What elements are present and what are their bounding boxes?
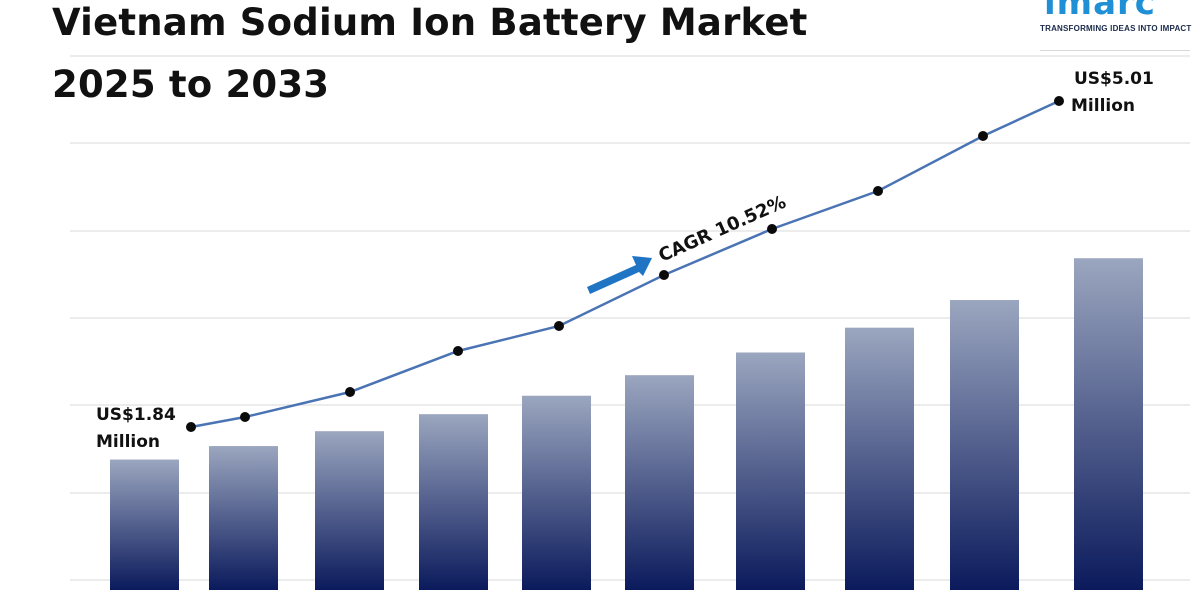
bar-2025 [110, 459, 179, 590]
bar-2033 [950, 300, 1019, 590]
bar-end [1074, 258, 1143, 590]
trend-marker-9 [1054, 96, 1064, 106]
chart-title-line2: 2025 to 2033 [52, 63, 330, 106]
bar-2031 [736, 352, 805, 590]
imarc-logo: imarc TRANSFORMING IDEAS INTO IMPACT [1040, 0, 1200, 38]
trend-marker-3 [453, 346, 463, 356]
trend-marker-6 [767, 224, 777, 234]
logo-wordmark: imarc [1044, 0, 1156, 23]
chart-title: Vietnam Sodium Ion Battery Market 2025 t… [52, 0, 808, 116]
end-value-unit: Million [1071, 96, 1135, 116]
bar-2027 [315, 431, 384, 590]
start-value-unit: Million [96, 432, 160, 452]
bar-2028 [419, 414, 488, 590]
bar-2030 [625, 375, 694, 590]
trend-line [190, 99, 1060, 429]
trend-marker-7 [873, 186, 883, 196]
trend-line-series [186, 96, 1064, 432]
logo-divider [1040, 50, 1190, 51]
trend-marker-8 [978, 131, 988, 141]
chart-title-line1: Vietnam Sodium Ion Battery Market [52, 1, 808, 44]
trend-marker-1 [240, 412, 250, 422]
cagr-arrow-shape [587, 256, 652, 294]
bar-2029 [522, 395, 591, 590]
trend-marker-2 [345, 387, 355, 397]
trend-marker-0 [186, 422, 196, 432]
bar-2032 [845, 327, 914, 590]
logo-tagline: TRANSFORMING IDEAS INTO IMPACT [1040, 24, 1192, 33]
end-value-label: US$5.01 [1074, 69, 1154, 89]
cagr-arrow [587, 256, 652, 294]
bar-series [110, 258, 1143, 590]
bar-2026 [209, 446, 278, 590]
start-value-label: US$1.84 [96, 405, 176, 425]
trend-marker-5 [659, 270, 669, 280]
trend-marker-4 [554, 321, 564, 331]
